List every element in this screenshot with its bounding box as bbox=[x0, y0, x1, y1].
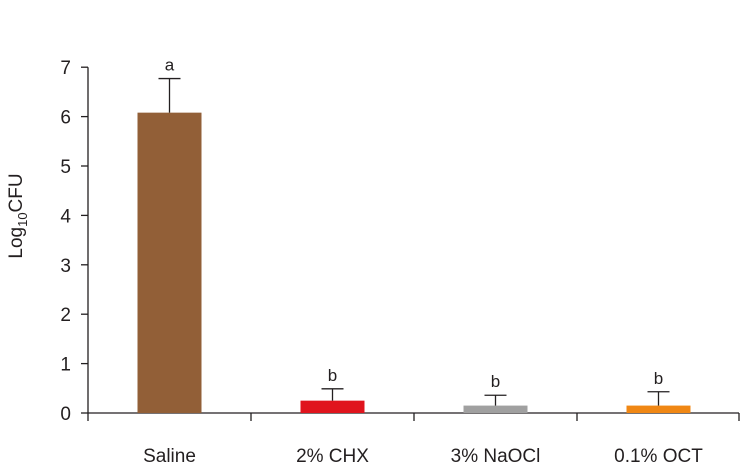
x-tick-label: 2% CHX bbox=[296, 446, 369, 467]
y-tick-label: 6 bbox=[60, 108, 71, 129]
bar bbox=[626, 405, 691, 413]
y-axis-title-suffix: CFU bbox=[6, 173, 27, 212]
x-tick-label: 3% NaOCl bbox=[451, 446, 541, 467]
y-tick-label: 0 bbox=[60, 404, 71, 425]
significance-label: a bbox=[165, 56, 175, 75]
y-axis-title-base: Log bbox=[6, 227, 27, 259]
y-tick-label: 1 bbox=[60, 355, 71, 376]
bar bbox=[463, 405, 528, 413]
significance-label: b bbox=[491, 372, 500, 391]
y-tick-label: 4 bbox=[60, 206, 71, 227]
y-tick-label: 5 bbox=[60, 157, 71, 178]
y-axis: 0 1 2 3 4 5 6 7 bbox=[60, 58, 89, 425]
bar bbox=[137, 112, 202, 413]
x-axis: Saline 2% CHX 3% NaOCl 0.1% OCT bbox=[87, 412, 740, 467]
y-tick-label: 2 bbox=[60, 305, 71, 326]
significance-label: b bbox=[654, 369, 663, 388]
y-axis-title: Log10CFU bbox=[6, 173, 30, 258]
y-axis-title-subscript: 10 bbox=[15, 212, 30, 226]
x-tick-label: 0.1% OCT bbox=[614, 446, 703, 467]
bar bbox=[300, 400, 365, 413]
x-tick-label: Saline bbox=[143, 446, 196, 467]
y-tick-label: 3 bbox=[60, 256, 71, 277]
significance-label: b bbox=[328, 366, 337, 385]
y-tick-label: 7 bbox=[60, 58, 71, 79]
bars: a b b b bbox=[137, 56, 691, 413]
